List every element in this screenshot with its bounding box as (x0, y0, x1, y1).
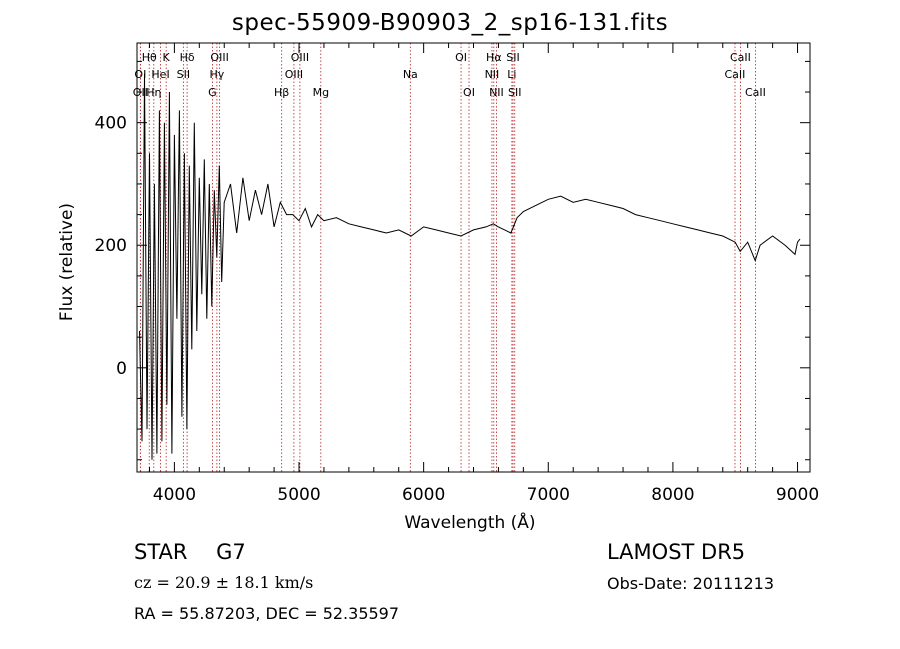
line-marker-label: OIII (210, 51, 228, 64)
line-marker-label: Hα (486, 51, 502, 64)
spectrum-line (139, 73, 801, 460)
line-marker-label: Mg (313, 86, 329, 99)
x-tick-label: 6000 (402, 485, 445, 505)
line-marker-label: G (208, 86, 217, 99)
x-tick-label: 4000 (153, 485, 196, 505)
line-marker-label: Hβ (274, 86, 289, 99)
line-marker-label: SII (508, 86, 521, 99)
x-axis-ticks: 4000 5000 6000 7000 8000 9000 (148, 43, 819, 505)
y-axis-label: Flux (relative) (57, 203, 77, 321)
line-marker-label: OI (455, 51, 467, 64)
line-marker-label: CaII (725, 68, 746, 81)
y-tick-label: 0 (116, 359, 127, 379)
line-marker-label: NII (485, 68, 500, 81)
line-marker-label: Hθ (142, 51, 157, 64)
line-marker-label: OI (463, 86, 475, 99)
line-marker-label: OIII (291, 51, 309, 64)
line-marker-label: Li (507, 68, 516, 81)
survey-name: LAMOST DR5 (607, 540, 746, 564)
line-marker-label: NII (489, 86, 504, 99)
line-marker-label: OI (134, 68, 146, 81)
redshift-velocity: cz = 20.9 ± 18.1 km/s (134, 573, 314, 592)
observation-date: Obs-Date: 20111213 (607, 574, 775, 593)
spectral-line-labels: Hθ K Hδ OIII OIII OI Hα SII CaII OI HeI SII Hγ OIII Na… (133, 51, 766, 99)
y-tick-label: 400 (95, 114, 127, 134)
spectral-line-markers (139, 43, 756, 472)
line-marker-label: SII (177, 68, 190, 81)
x-tick-label: 9000 (776, 485, 819, 505)
line-marker-label: HeI (151, 68, 169, 81)
line-marker-label: CaII (745, 86, 766, 99)
coordinates: RA = 55.87203, DEC = 52.35597 (134, 604, 400, 623)
line-marker-label: SII (506, 51, 519, 64)
y-tick-label: 200 (95, 236, 127, 256)
x-tick-label: 8000 (651, 485, 694, 505)
line-marker-label: CaII (730, 51, 751, 64)
x-tick-label: 7000 (527, 485, 570, 505)
line-marker-label: K (163, 51, 171, 64)
line-marker-label: OIII (285, 68, 303, 81)
object-class: STAR G7 (134, 540, 246, 564)
plot-frame (136, 42, 811, 473)
x-tick-label: 5000 (277, 485, 320, 505)
x-axis-label: Wavelength (Å) (404, 511, 535, 533)
line-marker-label: Na (403, 68, 418, 81)
chart-title: spec-55909-B90903_2_sp16-131.fits (231, 10, 669, 36)
y-axis-ticks: 0 200 400 (95, 60, 810, 461)
line-marker-label: Hη (146, 86, 161, 99)
line-marker-label: Hδ (180, 51, 195, 64)
line-marker-label: Hγ (209, 68, 224, 81)
